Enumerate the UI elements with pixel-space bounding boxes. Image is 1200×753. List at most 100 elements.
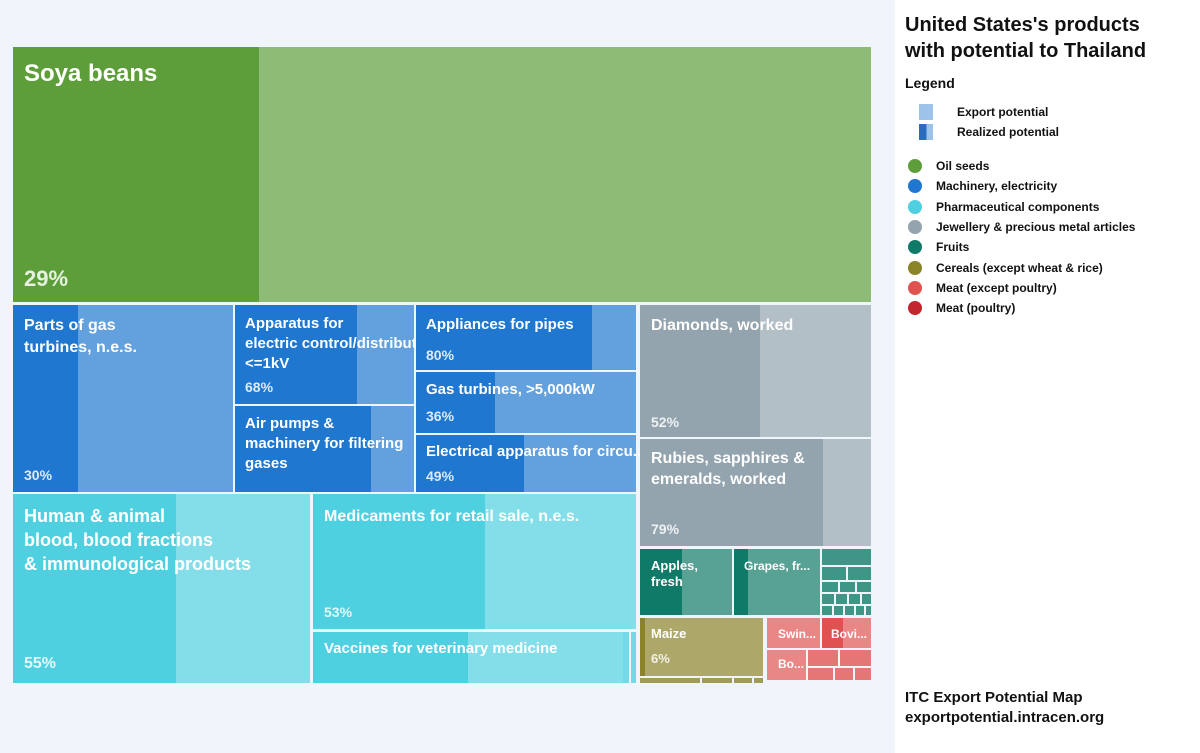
- tile-percent: 53%: [324, 604, 353, 620]
- filler-tile[interactable]: [808, 668, 833, 680]
- realized-potential-swatch: [919, 124, 933, 140]
- filler-tile[interactable]: [840, 650, 871, 666]
- tile-realized-rect: [640, 305, 760, 437]
- tile-maize[interactable]: Maize 6%: [640, 618, 763, 676]
- tile-realized-rect: [734, 549, 748, 615]
- tile-vaccines-for-veterinary-medicine[interactable]: Vaccines for veterinary medicine: [313, 632, 623, 683]
- tile-label: Gas turbines, >5,000kW: [426, 381, 596, 398]
- tile-swin[interactable]: Swin...: [767, 618, 820, 648]
- tile-apples-fresh[interactable]: Apples,fresh: [640, 549, 732, 615]
- filler-tile[interactable]: [855, 668, 871, 680]
- tile-label: fresh: [651, 574, 683, 589]
- legend-item-cereals: Cereals (except wheat & rice): [905, 259, 1103, 277]
- tile-gas-turbines-5-000kw[interactable]: Gas turbines, >5,000kW 36%: [416, 372, 636, 433]
- tile-diamonds-worked[interactable]: Diamonds, worked 52%: [640, 305, 871, 437]
- export-potential-swatch: [919, 104, 933, 120]
- tile-electrical-apparatus-for-circu[interactable]: Electrical apparatus for circu... 49%: [416, 435, 645, 492]
- legend-dot: [908, 159, 922, 173]
- tile-rubies-sapphires-emeralds-worked[interactable]: Rubies, sapphires & emeralds, worked 79%: [640, 439, 871, 546]
- tile-apparatus-for-electric-control-distribution-1kv[interactable]: Apparatus for electric control/distributi…: [235, 305, 443, 404]
- filler-tile[interactable]: [836, 594, 847, 604]
- tile-label: gases: [245, 455, 288, 472]
- treemap-svg: Soya beans 29% Parts of gas turbines, n.e.s…: [13, 47, 871, 683]
- filler-tile[interactable]: [623, 632, 629, 683]
- legend-dot: [908, 200, 922, 214]
- tile-potential-rect: [767, 650, 806, 680]
- footer-url: exportpotential.intracen.org: [905, 709, 1105, 726]
- filler-tile[interactable]: [822, 567, 846, 580]
- tile-parts-of-gas-turbines-n-e-s[interactable]: Parts of gas turbines, n.e.s. 30%: [13, 305, 233, 492]
- legend-export-potential: Export potential: [905, 103, 1048, 121]
- legend-label: Jewellery & precious metal articles: [936, 220, 1136, 234]
- tile-human-animal-blood-blood-fractions-immunological-products[interactable]: Human & animal blood, blood fractions & im…: [13, 494, 310, 683]
- tile-realized-rect: [822, 618, 843, 648]
- filler-tile[interactable]: [822, 582, 838, 592]
- filler-tile[interactable]: [734, 678, 752, 683]
- tile-percent: 52%: [651, 414, 680, 430]
- filler-tile[interactable]: [822, 594, 834, 604]
- filler-tile[interactable]: [702, 678, 732, 683]
- filler-tile[interactable]: [848, 567, 871, 580]
- tile-bovi[interactable]: Bovi...: [822, 618, 871, 648]
- tile-bo[interactable]: Bo...: [767, 650, 806, 680]
- tile-label: Swin...: [778, 627, 816, 641]
- filler-tile[interactable]: [862, 594, 871, 604]
- tile-percent: 6%: [651, 651, 670, 666]
- legend-realized-potential: Realized potential: [905, 123, 1059, 141]
- tile-label: emeralds, worked: [651, 471, 786, 488]
- filler-tile[interactable]: [754, 678, 763, 683]
- legend-item-pharmaceutical: Pharmaceutical components: [905, 198, 1099, 216]
- legend-item-machinery: Machinery, electricity: [905, 177, 1057, 195]
- filler-tile[interactable]: [845, 606, 854, 615]
- filler-tile[interactable]: [857, 582, 871, 592]
- legend-dot: [908, 301, 922, 315]
- filler-tile[interactable]: [822, 549, 871, 565]
- legend-item-poultry: Meat (poultry): [905, 299, 1015, 317]
- filler-tile[interactable]: [849, 594, 860, 604]
- tile-label: Diamonds, worked: [651, 317, 793, 334]
- tile-medicaments-for-retail-sale-n-e-s[interactable]: Medicaments for retail sale, n.e.s. 53%: [313, 494, 636, 629]
- legend-label: Pharmaceutical components: [936, 200, 1100, 214]
- tile-realized-rect: [13, 494, 176, 683]
- legend-label: Machinery, electricity: [936, 179, 1058, 193]
- footer-source: ITC Export Potential Map: [905, 689, 1083, 706]
- filler-tile[interactable]: [808, 650, 838, 666]
- filler-tile[interactable]: [631, 632, 636, 683]
- title-line-1: United States's products: [905, 14, 1140, 36]
- tile-realized-rect: [235, 305, 357, 404]
- tile-soya-beans[interactable]: Soya beans 29%: [13, 47, 871, 302]
- tile-realized-rect: [13, 305, 78, 492]
- legend-dot: [908, 240, 922, 254]
- tile-label: turbines, n.e.s.: [24, 339, 137, 356]
- filler-tile[interactable]: [866, 606, 871, 615]
- tile-appliances-for-pipes[interactable]: Appliances for pipes 80%: [416, 305, 636, 370]
- tile-realized-rect: [13, 47, 259, 302]
- tile-percent: 55%: [24, 655, 56, 672]
- legend-item-fruits: Fruits: [905, 238, 969, 256]
- treemap-chart: Soya beans 29% Parts of gas turbines, n.e.s…: [13, 47, 871, 683]
- tile-label: Apples,: [651, 558, 698, 573]
- tile-percent: 36%: [426, 408, 455, 424]
- filler-tile[interactable]: [835, 668, 853, 680]
- filler-tile[interactable]: [822, 606, 832, 615]
- tile-label: Vaccines for veterinary medicine: [324, 640, 557, 657]
- tile-realized-rect: [235, 406, 371, 492]
- legend-item-jewellery: Jewellery & precious metal articles: [905, 218, 1135, 236]
- legend-item-oil-seeds: Oil seeds: [905, 157, 989, 175]
- title-line-2: with potential to Thailand: [905, 40, 1147, 62]
- tile-label: electric control/distribution,: [245, 335, 443, 352]
- legend-dot: [908, 261, 922, 275]
- tile-label: Electrical apparatus for circu...: [426, 443, 645, 460]
- tile-grapes-fr[interactable]: Grapes, fr...: [734, 549, 820, 615]
- legend-dot: [908, 220, 922, 234]
- tile-label: Maize: [651, 626, 686, 641]
- filler-tile[interactable]: [834, 606, 843, 615]
- tile-air-pumps-machinery-for-filtering-gases[interactable]: Air pumps & machinery for filtering gases: [235, 406, 414, 492]
- tile-label: Soya beans: [24, 60, 157, 87]
- legend-realized-potential-label: Realized potential: [957, 125, 1060, 139]
- filler-tile[interactable]: [840, 582, 855, 592]
- filler-tile[interactable]: [856, 606, 864, 615]
- filler-tile[interactable]: [640, 678, 700, 683]
- legend-item-meat: Meat (except poultry): [905, 279, 1057, 297]
- tile-label: Bovi...: [831, 627, 867, 641]
